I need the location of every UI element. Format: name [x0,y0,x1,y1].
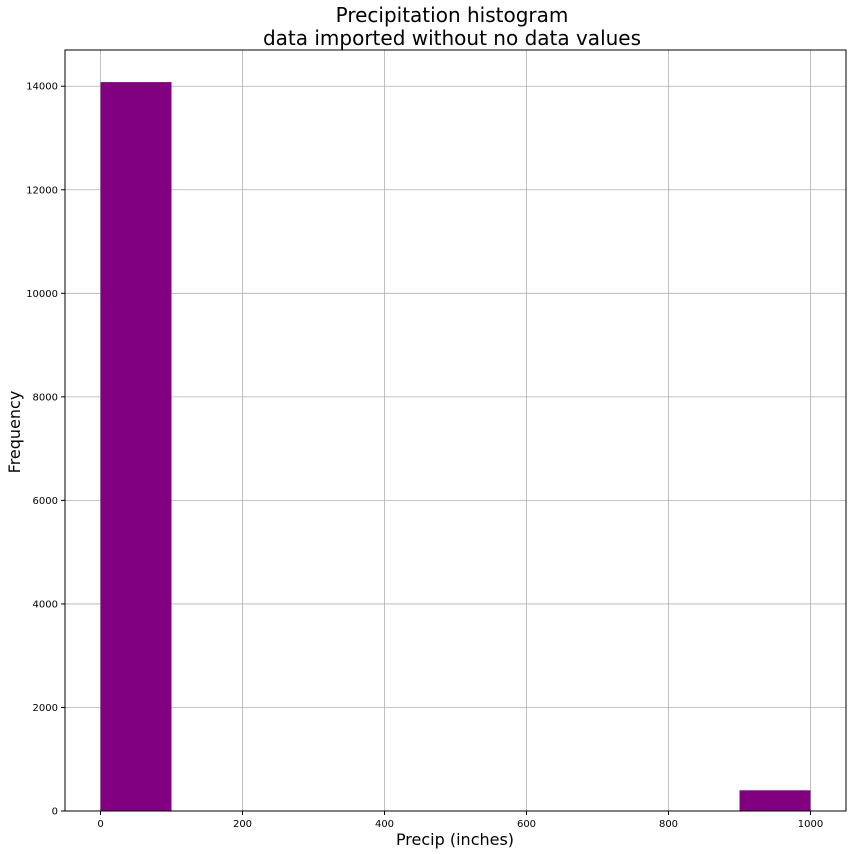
x-tick-label: 400 [375,819,394,830]
grid-layer [65,50,846,812]
y-tick-label: 2000 [33,703,58,714]
histogram-bar [100,82,172,811]
y-tick-label: 4000 [33,599,58,610]
y-tick-label: 6000 [33,496,58,507]
y-axis-label: Frequency [5,391,24,474]
y-tick-label: 12000 [26,185,58,196]
x-tick-label: 200 [233,819,252,830]
y-tick-label: 0 [52,807,58,818]
y-tick-label: 8000 [33,392,58,403]
plot-frame [64,49,847,812]
x-axis-label: Precip (inches) [396,830,514,849]
chart-title-line2: data imported without no data values [263,26,641,50]
x-tick-label: 600 [517,819,536,830]
bars-layer [100,82,811,811]
x-tick-label: 0 [97,819,103,830]
x-tick-label: 1000 [798,819,823,830]
y-tick-label: 10000 [26,289,58,300]
histogram-bar [739,790,811,811]
x-tick-label: 800 [659,819,678,830]
y-tick-label: 14000 [26,82,58,93]
ticks-layer: 0 200 400 600 800 100002000400060008000100001… [26,82,823,830]
chart-title-line1: Precipitation histogram [336,3,569,27]
